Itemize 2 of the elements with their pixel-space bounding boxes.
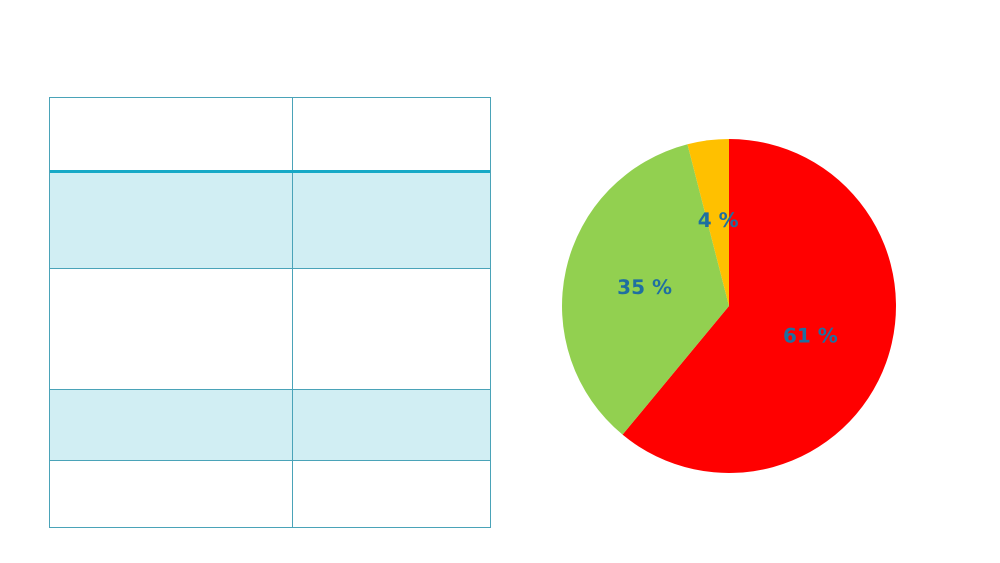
data-label: 35 % [617,275,672,300]
data-label: 61 % [782,323,838,348]
